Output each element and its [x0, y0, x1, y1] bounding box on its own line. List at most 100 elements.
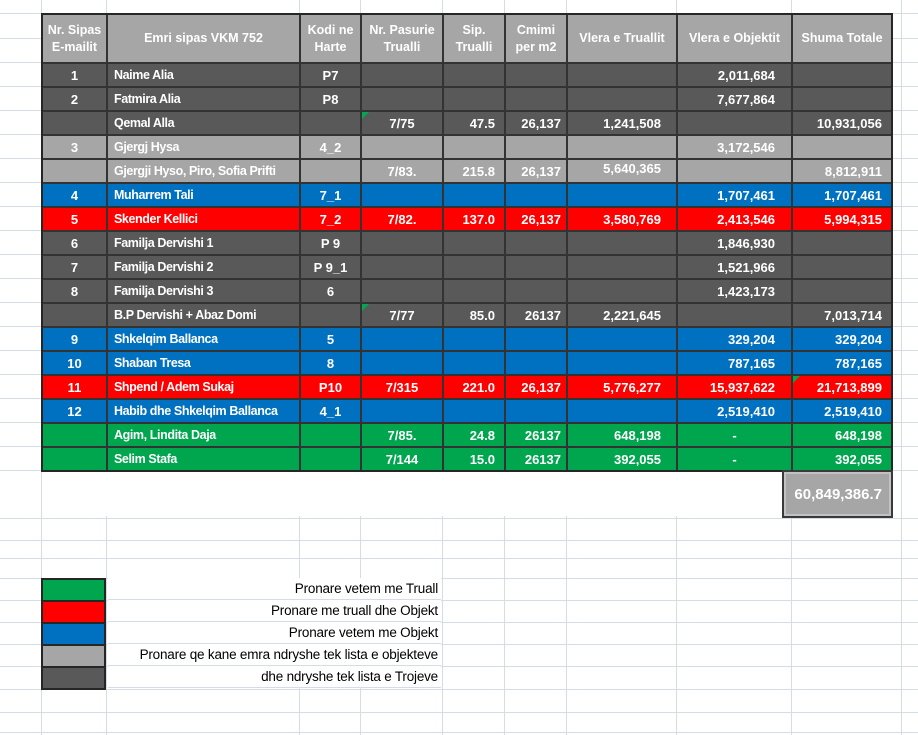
cell-nr[interactable]: 8 [43, 280, 106, 302]
cell-sip[interactable]: 47.5 [444, 112, 504, 134]
cell-shuma[interactable]: 8,812,911 [793, 160, 891, 182]
cell-name[interactable]: Familja Dervishi 1 [108, 232, 299, 254]
cell-name[interactable]: Fatmira Alia [108, 88, 299, 110]
cell-sip[interactable] [444, 328, 504, 350]
cell-sip[interactable]: 137.0 [444, 208, 504, 230]
cell-pasurie[interactable] [362, 136, 442, 158]
cell-nr[interactable]: 11 [43, 376, 106, 398]
legend-label[interactable]: Pronare qe kane emra ndryshe tek lista e… [108, 644, 441, 666]
cell-vlera_objektit[interactable]: 15,937,622 [678, 376, 791, 398]
cell-kodi[interactable]: P 9 [301, 232, 360, 254]
cell-sip[interactable]: 221.0 [444, 376, 504, 398]
cell-nr[interactable]: 1 [43, 64, 106, 86]
cell-vlera_truallit[interactable] [568, 400, 676, 422]
cell-shuma[interactable] [793, 232, 891, 254]
cell-kodi[interactable]: 5 [301, 328, 360, 350]
cell-nr[interactable]: 6 [43, 232, 106, 254]
cell-vlera_truallit[interactable] [568, 184, 676, 206]
cell-cmimi[interactable]: 26,137 [506, 208, 566, 230]
cell-pasurie[interactable] [362, 232, 442, 254]
cell-name[interactable]: Selim Stafa [108, 448, 299, 470]
cell-sip[interactable]: 24.8 [444, 424, 504, 446]
cell-pasurie[interactable] [362, 256, 442, 278]
cell-pasurie[interactable]: 7/144 [362, 448, 442, 470]
cell-pasurie[interactable] [362, 352, 442, 374]
cell-kodi[interactable] [301, 448, 360, 470]
cell-shuma[interactable]: 1,707,461 [793, 184, 891, 206]
cell-vlera_objektit[interactable]: 1,846,930 [678, 232, 791, 254]
cell-sip[interactable]: 215.8 [444, 160, 504, 182]
cell-kodi[interactable] [301, 304, 360, 326]
cell-name[interactable]: Shkelqim Ballanca [108, 328, 299, 350]
cell-cmimi[interactable]: 26,137 [506, 376, 566, 398]
cell-vlera_truallit[interactable] [568, 256, 676, 278]
cell-pasurie[interactable] [362, 64, 442, 86]
cell-vlera_objektit[interactable]: 1,521,966 [678, 256, 791, 278]
cell-vlera_truallit[interactable] [568, 232, 676, 254]
cell-pasurie[interactable] [362, 400, 442, 422]
cell-sip[interactable] [444, 88, 504, 110]
cell-cmimi[interactable] [506, 88, 566, 110]
cell-name[interactable]: Shaban Tresa [108, 352, 299, 374]
header-name[interactable]: Emri sipas VKM 752 [108, 15, 299, 62]
cell-kodi[interactable]: 4_2 [301, 136, 360, 158]
cell-kodi[interactable]: 7_1 [301, 184, 360, 206]
cell-kodi[interactable]: P 9_1 [301, 256, 360, 278]
cell-nr[interactable]: 10 [43, 352, 106, 374]
header-vlera_truallit[interactable]: Vlera e Truallit [568, 15, 676, 62]
cell-sip[interactable] [444, 184, 504, 206]
cell-nr[interactable] [43, 424, 106, 446]
cell-sip[interactable] [444, 136, 504, 158]
cell-pasurie[interactable]: 7/315 [362, 376, 442, 398]
cell-vlera_objektit[interactable] [678, 304, 791, 326]
cell-shuma[interactable] [793, 136, 891, 158]
cell-name[interactable]: Shpend / Adem Sukaj [108, 376, 299, 398]
cell-kodi[interactable]: P8 [301, 88, 360, 110]
cell-sip[interactable] [444, 352, 504, 374]
header-vlera_objektit[interactable]: Vlera e Objektit [678, 15, 791, 62]
cell-vlera_truallit[interactable]: 648,198 [568, 424, 676, 446]
header-kodi[interactable]: Kodi ne Harte [301, 15, 360, 62]
legend-label[interactable]: Pronare vetem me Objekt [108, 622, 441, 644]
cell-cmimi[interactable]: 26137 [506, 304, 566, 326]
cell-nr[interactable]: 12 [43, 400, 106, 422]
legend-swatch-row_dark[interactable] [41, 666, 106, 690]
cell-vlera_truallit[interactable] [568, 64, 676, 86]
cell-kodi[interactable]: 7_2 [301, 208, 360, 230]
cell-pasurie[interactable]: 7/83. [362, 160, 442, 182]
cell-pasurie[interactable] [362, 88, 442, 110]
cell-shuma[interactable]: 10,931,056 [793, 112, 891, 134]
cell-cmimi[interactable] [506, 64, 566, 86]
cell-vlera_truallit[interactable]: 3,580,769 [568, 208, 676, 230]
cell-kodi[interactable]: 4_1 [301, 400, 360, 422]
cell-name[interactable]: Qemal Alla [108, 112, 299, 134]
cell-cmimi[interactable] [506, 352, 566, 374]
cell-name[interactable]: Gjergj Hysa [108, 136, 299, 158]
legend-label[interactable]: Pronare me truall dhe Objekt [108, 600, 441, 622]
cell-nr[interactable] [43, 304, 106, 326]
cell-name[interactable]: Familja Dervishi 2 [108, 256, 299, 278]
cell-shuma[interactable] [793, 256, 891, 278]
cell-name[interactable]: Muharrem Tali [108, 184, 299, 206]
cell-nr[interactable]: 9 [43, 328, 106, 350]
cell-sip[interactable] [444, 400, 504, 422]
cell-cmimi[interactable]: 26137 [506, 448, 566, 470]
cell-sip[interactable]: 85.0 [444, 304, 504, 326]
cell-name[interactable]: Gjergji Hyso, Piro, Sofia Prifti [108, 160, 299, 182]
cell-cmimi[interactable] [506, 328, 566, 350]
legend-label[interactable]: Pronare vetem me Truall [108, 578, 441, 600]
cell-shuma[interactable]: 21,713,899 [793, 376, 891, 398]
cell-sip[interactable] [444, 256, 504, 278]
legend-label[interactable]: dhe ndryshe tek lista e Trojeve [108, 666, 441, 688]
cell-shuma[interactable]: 648,198 [793, 424, 891, 446]
cell-shuma[interactable]: 329,204 [793, 328, 891, 350]
cell-cmimi[interactable] [506, 256, 566, 278]
legend-swatch-row_light[interactable] [41, 644, 106, 668]
cell-name[interactable]: Agim, Lindita Daja [108, 424, 299, 446]
cell-kodi[interactable] [301, 160, 360, 182]
cell-cmimi[interactable]: 26,137 [506, 112, 566, 134]
cell-kodi[interactable]: P10 [301, 376, 360, 398]
cell-vlera_objektit[interactable]: 2,413,546 [678, 208, 791, 230]
cell-name[interactable]: Habib dhe Shkelqim Ballanca [108, 400, 299, 422]
cell-kodi[interactable]: 8 [301, 352, 360, 374]
